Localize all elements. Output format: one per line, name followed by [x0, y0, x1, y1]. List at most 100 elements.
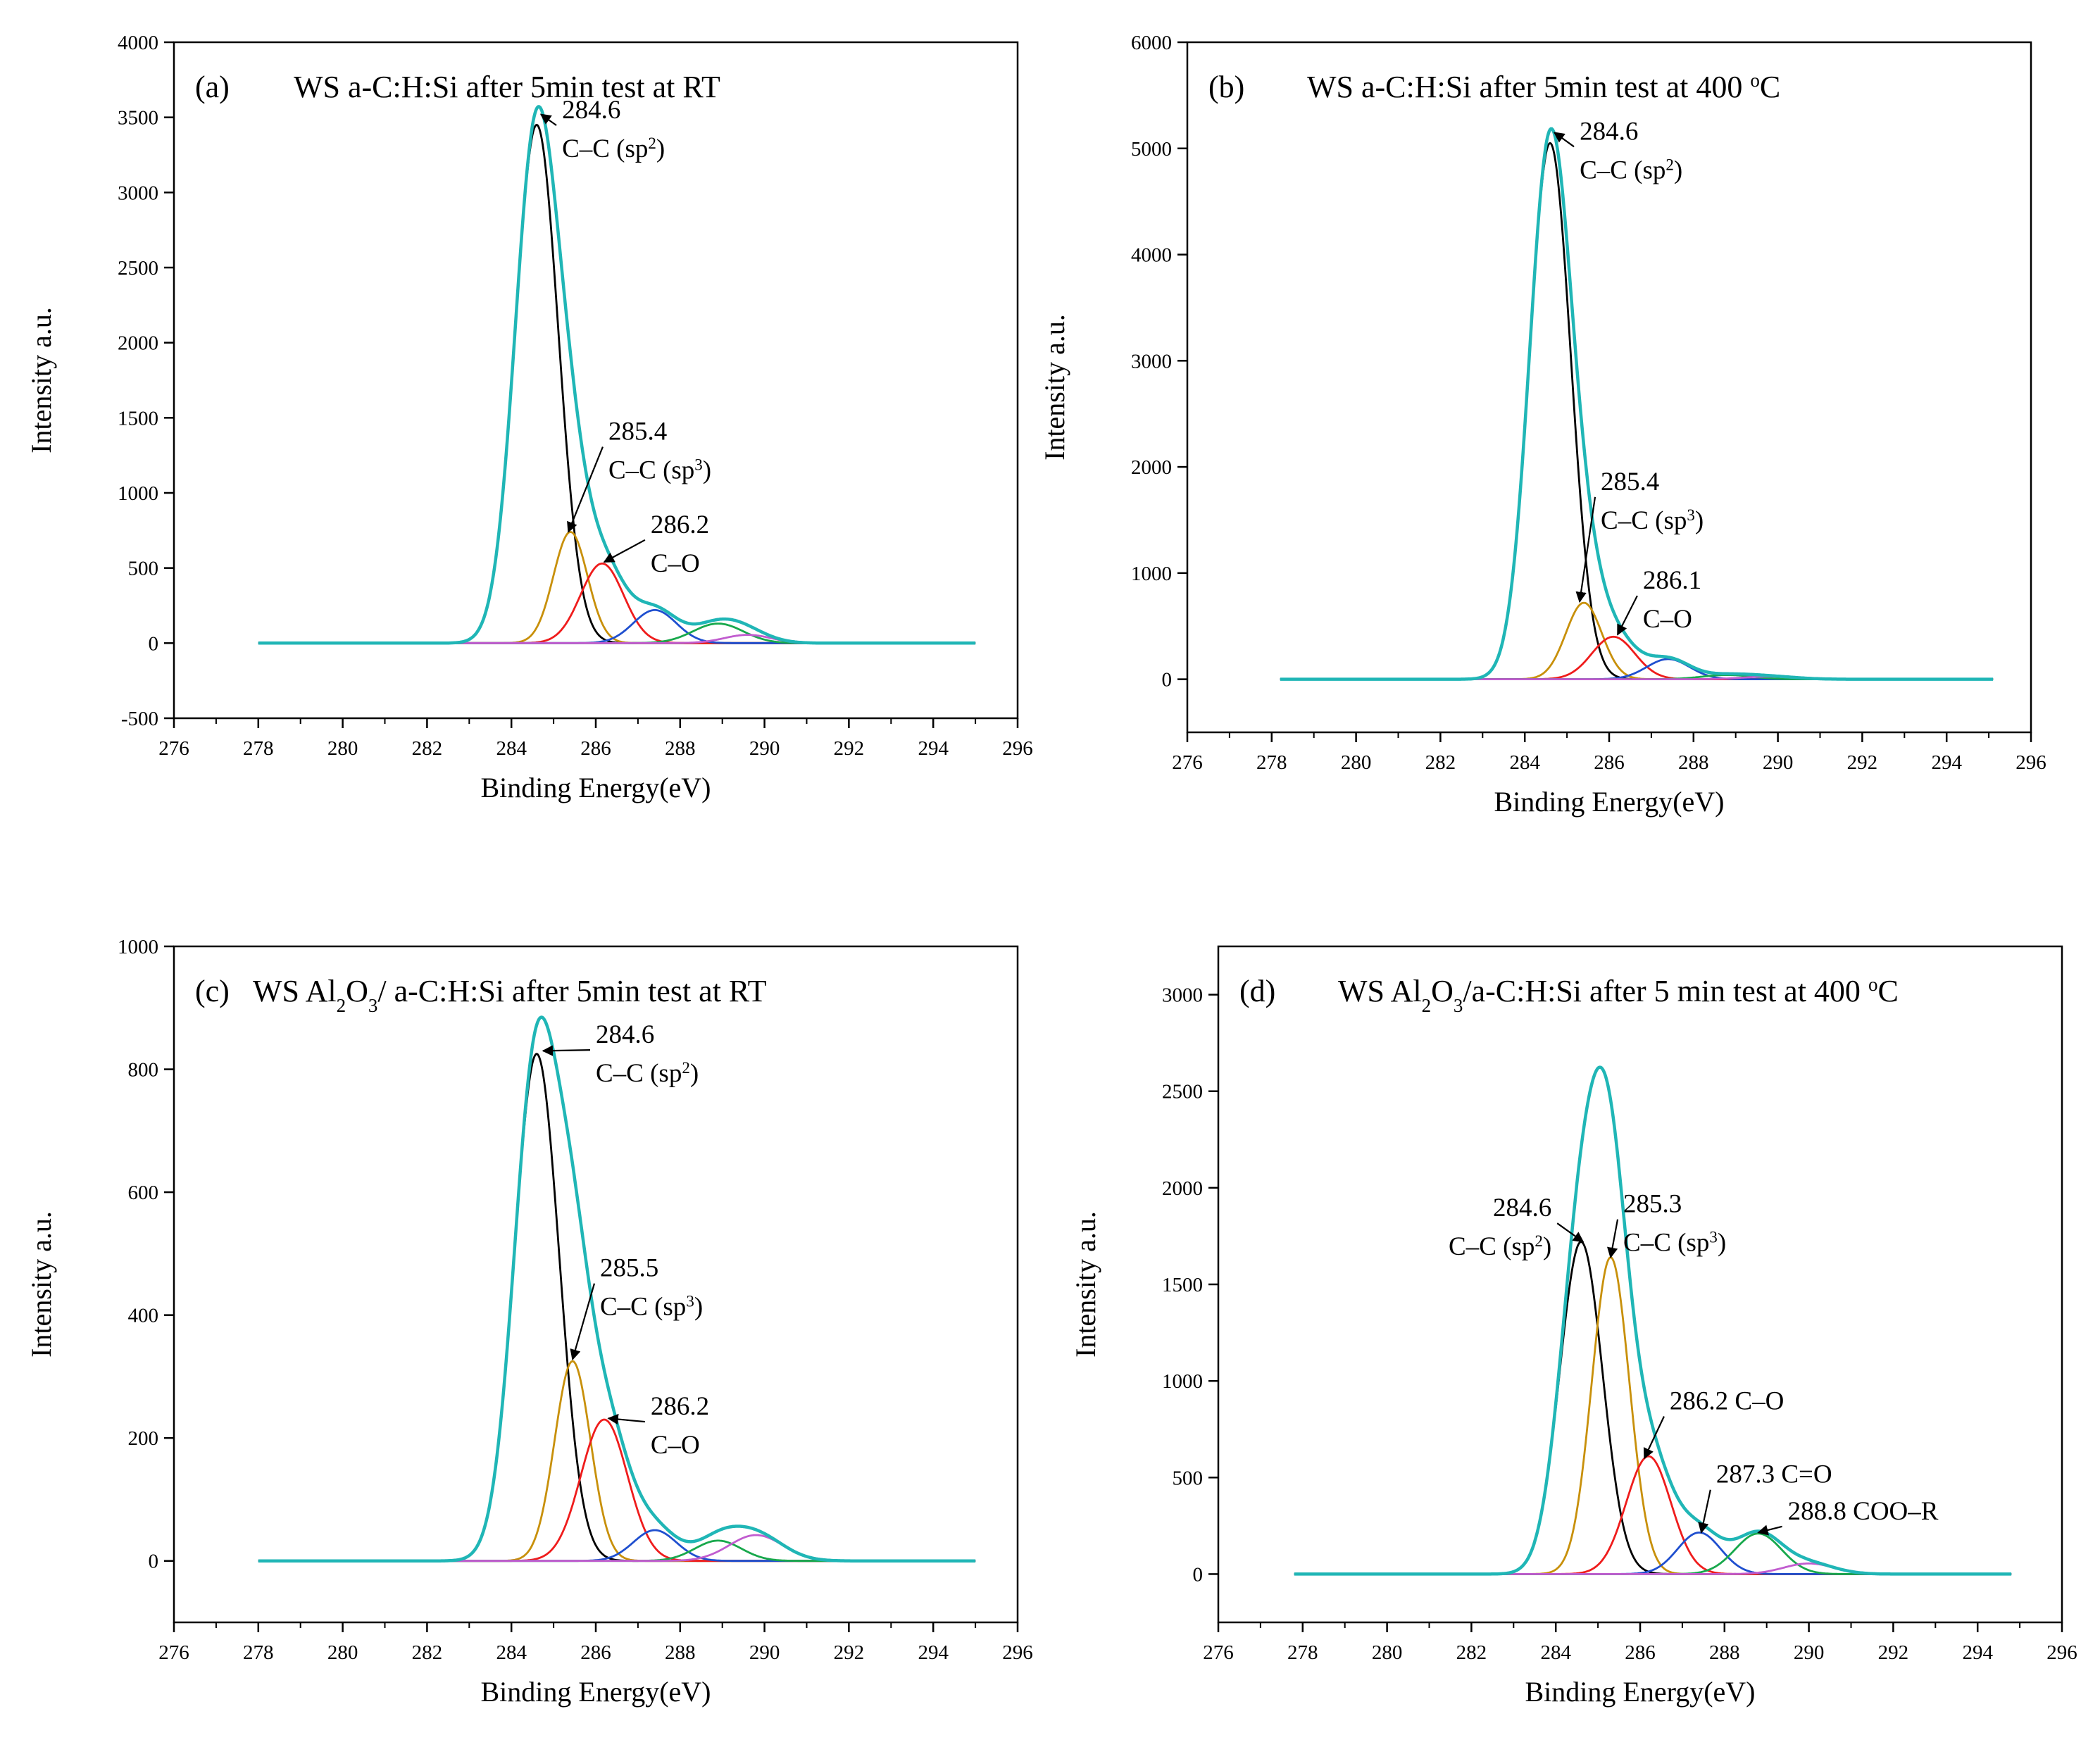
text-run: )	[703, 456, 711, 485]
peak-annotation: C–C (sp2)	[1580, 156, 1682, 184]
x-axis-label: Binding Energy(eV)	[1525, 1676, 1756, 1708]
peak-annotation: C–O	[651, 1431, 700, 1460]
peak-annotation: C–O	[651, 549, 700, 578]
x-tick-label: 280	[1341, 751, 1372, 774]
superscript-text: 3	[1709, 1228, 1718, 1246]
component-Cdouble-curve	[1294, 1532, 2012, 1575]
component-sp3-curve	[1294, 1256, 2012, 1575]
y-tick-label: 0	[1162, 669, 1173, 691]
component-extra-curve	[258, 1534, 976, 1563]
annotation-arrow	[1757, 1524, 1782, 1536]
x-tick-label: 292	[834, 1641, 865, 1664]
text-run: WS Al	[1338, 974, 1422, 1008]
text-run: )	[1718, 1229, 1726, 1258]
x-tick-label: 284	[1540, 1641, 1571, 1664]
superscript-text: 3	[1687, 506, 1695, 523]
y-tick-label: 400	[128, 1305, 159, 1327]
x-tick-label: 284	[1509, 751, 1540, 774]
component-Cdouble-curve	[1280, 658, 1994, 680]
component-sp3-curve	[258, 531, 976, 644]
text-run: )	[656, 134, 665, 163]
text-run: O	[1431, 974, 1454, 1008]
x-tick-label: 288	[665, 737, 696, 760]
y-tick-label: 3000	[118, 182, 158, 204]
chart-panel-c: 276 278 280 282 284 286 288 290 292 294 296 0 200 400…	[25, 936, 1033, 1708]
x-tick-label: 296	[1002, 737, 1033, 760]
text-run: C–C (sp	[1449, 1232, 1535, 1261]
y-axis-label: Intensity a.u.	[25, 1211, 57, 1358]
x-tick-label: 284	[496, 1641, 527, 1664]
y-tick-label: 1000	[118, 936, 158, 958]
x-tick-label: 282	[412, 737, 443, 760]
y-tick-label: -500	[121, 708, 158, 730]
text-run: WS a-C:H:Si after 5min test at 400	[1307, 70, 1750, 104]
x-tick-label: 286	[580, 737, 611, 760]
x-tick-label: 294	[918, 1641, 949, 1664]
component-sp2-curve	[258, 123, 976, 644]
y-tick-label: 600	[128, 1182, 159, 1204]
y-tick-label: 3500	[118, 107, 158, 130]
peak-annotation: C–C (sp3)	[1623, 1228, 1726, 1258]
x-tick-label: 278	[243, 737, 274, 760]
peak-annotation: C–C (sp3)	[1601, 506, 1704, 535]
superscript-text: 2	[648, 134, 656, 152]
annotation-arrow	[539, 113, 557, 126]
x-tick-label: 282	[412, 1641, 443, 1664]
text-run: )	[1543, 1232, 1551, 1261]
component-sp3-curve	[1280, 601, 1994, 680]
panel-title: WS a-C:H:Si after 5min test at RT	[294, 70, 720, 104]
x-tick-label: 282	[1425, 751, 1456, 774]
y-tick-label: 4000	[118, 32, 158, 54]
y-tick-label: 3000	[1162, 984, 1203, 1007]
text-run: 288.8 COO–R	[1788, 1497, 1939, 1526]
x-axis-label: Binding Energy(eV)	[481, 1676, 711, 1708]
peak-annotation: 286.2	[651, 511, 709, 539]
annotation-arrow	[570, 1283, 596, 1360]
component-Cdouble-curve	[258, 1529, 976, 1563]
text-run: 284.6	[1580, 117, 1638, 146]
x-axis-label: Binding Energy(eV)	[481, 772, 711, 803]
chart-panel-b: 276 278 280 282 284 286 288 290 292 294 296 0 1000 20…	[1039, 32, 2046, 818]
x-tick-label: 290	[1794, 1641, 1825, 1664]
x-tick-label: 276	[1172, 751, 1203, 774]
y-tick-label: 2000	[1131, 456, 1172, 479]
x-tick-label: 294	[1931, 751, 1962, 774]
curves-group	[258, 1015, 976, 1563]
y-tick-label: 2500	[1162, 1081, 1203, 1103]
superscript-text: o	[1868, 974, 1878, 995]
annotation-arrow	[1607, 1219, 1619, 1259]
y-tick-label: 500	[1173, 1467, 1204, 1489]
x-tick-label: 278	[243, 1641, 274, 1664]
peak-annotation: 285.4	[1601, 468, 1659, 496]
y-tick-label: 1000	[1131, 563, 1172, 585]
text-run: C–C (sp	[1601, 506, 1687, 535]
x-tick-label: 286	[1594, 751, 1625, 774]
annotation-arrow	[603, 539, 646, 563]
peak-annotation: 284.6	[1580, 117, 1638, 146]
subscript-text: 2	[337, 995, 346, 1016]
x-tick-label: 292	[834, 737, 865, 760]
y-tick-label: 2000	[1162, 1177, 1203, 1200]
text-run: 284.6	[562, 96, 620, 125]
panel-title: WS Al2O3/ a-C:H:Si after 5min test at RT	[253, 974, 767, 1016]
peak-annotation: C–C (sp2)	[596, 1059, 699, 1089]
annotation-arrow	[1616, 595, 1638, 636]
x-tick-label: 288	[1709, 1641, 1740, 1664]
peak-annotation: 286.2 C–O	[1670, 1386, 1784, 1415]
x-tick-label: 276	[158, 1641, 189, 1664]
annotation-arrow	[607, 1413, 645, 1425]
text-run: 286.2 C–O	[1670, 1386, 1784, 1415]
x-tick-label: 290	[749, 1641, 780, 1664]
panel-tag: (a)	[195, 70, 230, 104]
peak-annotation: 285.3	[1623, 1190, 1682, 1219]
y-tick-label: 0	[149, 632, 159, 655]
peak-annotation: C–C (sp3)	[600, 1292, 703, 1322]
x-tick-label: 294	[918, 737, 949, 760]
text-run: 285.5	[600, 1254, 658, 1283]
y-tick-label: 0	[149, 1551, 159, 1573]
x-tick-label: 278	[1287, 1641, 1318, 1664]
text-run: O	[346, 974, 368, 1008]
subscript-text: 3	[368, 995, 378, 1016]
curves-group	[1280, 127, 1994, 681]
annotation-arrow	[567, 446, 604, 533]
